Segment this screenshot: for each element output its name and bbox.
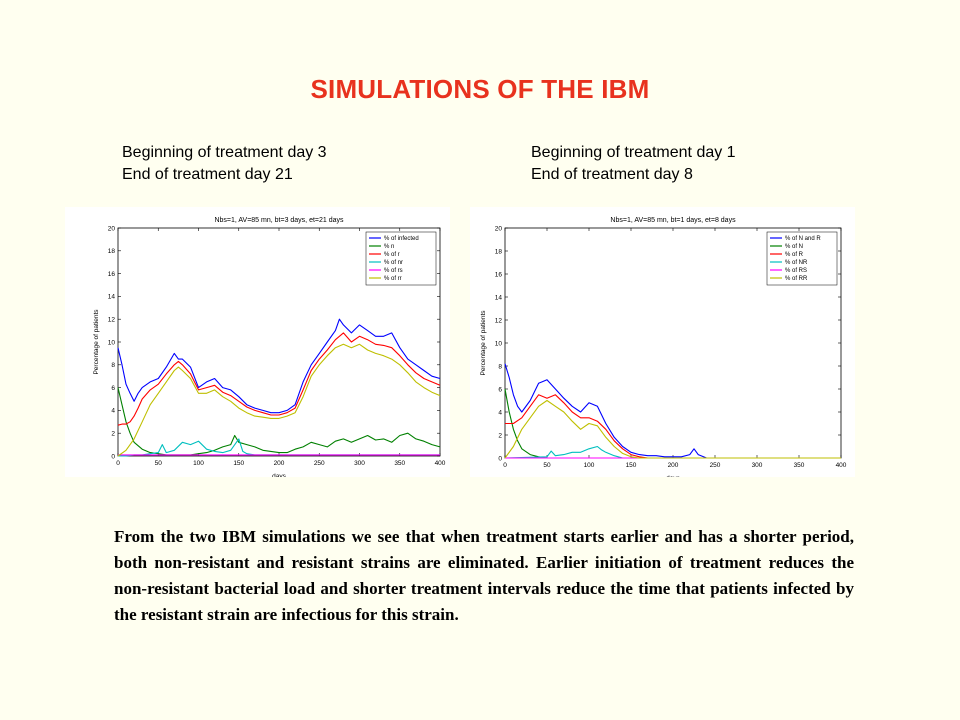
y-tick-label: 4: [111, 408, 115, 415]
x-tick-label: 200: [274, 460, 285, 467]
x-axis-label: days: [666, 475, 680, 477]
legend-label: % of RS: [785, 268, 807, 274]
y-tick-label: 18: [108, 248, 116, 255]
y-tick-label: 14: [108, 294, 116, 301]
conclusion-paragraph: From the two IBM simulations we see that…: [114, 527, 854, 624]
y-tick-label: 12: [108, 317, 116, 324]
x-tick-label: 250: [314, 460, 325, 467]
x-tick-label: 200: [668, 462, 679, 469]
chart-svg-right: Nbs=1, AV=85 mn, bt=1 days, et=8 days 0 50…: [480, 217, 847, 477]
series-line: [505, 394, 841, 459]
slide-title: SIMULATIONS OF THE IBM: [310, 74, 650, 104]
x-tick-label: 100: [584, 462, 595, 469]
legend-label: % of rr: [384, 276, 402, 282]
x-axis-label: days: [272, 473, 286, 477]
y-tick-label: 0: [111, 453, 115, 460]
series-line: [117, 318, 441, 414]
series-line: [117, 332, 441, 426]
y-tick-label: 6: [111, 385, 115, 392]
y-tick-label: 20: [495, 225, 503, 232]
x-tick-label: 50: [543, 462, 551, 469]
left-caption-line-2: End of treatment day 21: [122, 166, 293, 183]
legend-label: % of R: [785, 252, 804, 258]
legend-label: % of N: [785, 244, 803, 250]
right-caption-line-1: Beginning of treatment day 1: [531, 144, 736, 161]
series-line: [117, 387, 441, 456]
y-axis-label: Percentage of patients: [93, 309, 100, 375]
y-tick-label: 8: [111, 362, 115, 369]
legend-label: % of nr: [384, 260, 403, 266]
y-tick-label: 10: [108, 339, 116, 346]
x-tick-label: 350: [794, 462, 805, 469]
chart-title: Nbs=1, AV=85 mn, bt=3 days, et=21 days: [214, 217, 344, 224]
y-tick-label: 10: [495, 340, 503, 347]
series-line: [504, 399, 841, 459]
legend-label: % n: [384, 244, 394, 250]
chart-treatment-day3-21: Nbs=1, AV=85 mn, bt=3 days, et=21 days 0 5…: [65, 207, 450, 477]
x-tick-label: 100: [193, 460, 204, 467]
left-caption-line-1: Beginning of treatment day 3: [122, 144, 327, 161]
y-tick-label: 6: [498, 386, 502, 393]
y-tick-label: 20: [108, 225, 116, 232]
y-tick-label: 14: [495, 294, 503, 301]
legend-label: % of NR: [785, 260, 808, 266]
chart-title: Nbs=1, AV=85 mn, bt=1 days, et=8 days: [610, 217, 736, 224]
right-caption-line-2: End of treatment day 8: [531, 166, 693, 183]
y-axis-label: Percentage of patients: [480, 310, 487, 376]
legend-label: % of r: [384, 252, 400, 258]
left-chart-caption: Beginning of treatment day 3 End of trea…: [122, 142, 327, 186]
x-tick-label: 250: [710, 462, 721, 469]
y-tick-label: 8: [498, 363, 502, 370]
legend-label: % of rs: [384, 268, 403, 274]
y-tick-label: 16: [108, 271, 116, 278]
x-tick-label: 150: [233, 460, 244, 467]
y-tick-label: 4: [498, 409, 502, 416]
legend-box: [766, 231, 838, 286]
series-line: [504, 445, 841, 459]
x-tick-label: 350: [394, 460, 405, 467]
x-tick-label: 400: [836, 462, 847, 469]
right-chart-caption: Beginning of treatment day 1 End of trea…: [531, 142, 736, 186]
chart-treatment-day1-8: Nbs=1, AV=85 mn, bt=1 days, et=8 days 0 50…: [470, 207, 855, 477]
legend-label: % of RR: [785, 276, 808, 282]
y-tick-label: 18: [495, 248, 503, 255]
x-tick-label: 300: [752, 462, 763, 469]
x-tick-label: 300: [354, 460, 365, 467]
x-tick-label: 50: [155, 460, 163, 467]
x-tick-label: 400: [435, 460, 446, 467]
y-tick-label: 16: [495, 271, 503, 278]
y-tick-label: 2: [498, 432, 502, 439]
y-tick-label: 2: [111, 431, 115, 438]
series-line: [504, 363, 841, 459]
x-tick-label: 150: [626, 462, 637, 469]
legend-box: [365, 231, 437, 286]
y-tick-label: 12: [495, 317, 503, 324]
y-tick-label: 0: [498, 455, 502, 462]
x-tick-label: 0: [116, 460, 120, 467]
legend-label: % of infected: [384, 236, 419, 242]
series-line: [117, 343, 441, 457]
legend-label: % of N and R: [785, 236, 821, 242]
chart-svg-left: Nbs=1, AV=85 mn, bt=3 days, et=21 days 0 5…: [93, 217, 446, 477]
x-tick-label: 0: [503, 462, 507, 469]
